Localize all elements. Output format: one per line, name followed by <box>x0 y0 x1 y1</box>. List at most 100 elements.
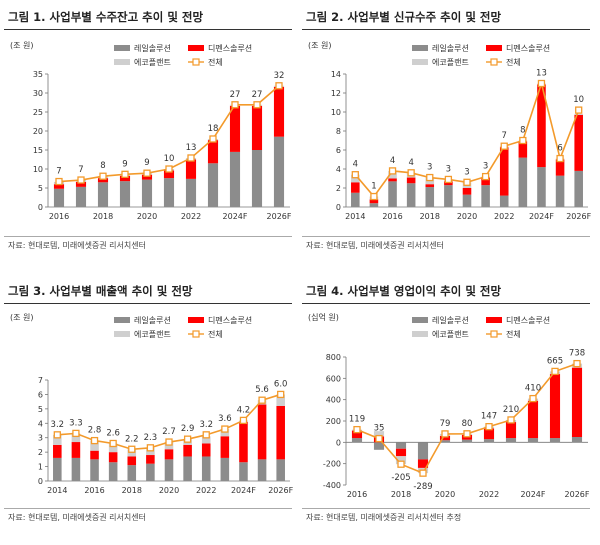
y-tick-label: 10 <box>331 108 341 117</box>
total-marker <box>165 165 173 173</box>
bar-segment <box>395 448 407 457</box>
data-label: 7 <box>56 167 61 177</box>
total-marker <box>370 192 378 201</box>
bar-segment <box>461 439 473 443</box>
x-tick-label: 2014 <box>345 212 365 221</box>
bar-segment <box>119 181 131 207</box>
total-marker <box>183 435 192 443</box>
x-tick-label: 2026F <box>267 212 292 221</box>
total-marker <box>72 429 80 438</box>
legend-label: 전체 <box>208 329 223 339</box>
data-label: 738 <box>569 349 585 359</box>
total-marker <box>221 425 229 433</box>
data-label: 7 <box>502 131 507 141</box>
data-label: 80 <box>462 419 473 429</box>
bar-segment <box>439 440 451 443</box>
x-tick-label: 2020 <box>457 212 477 221</box>
y-tick-label: 2 <box>336 184 341 193</box>
x-tick-label: 2026F <box>268 486 293 495</box>
chart-panel-revenue: 그림 3. 사업부별 매출액 추이 및 전망 (조 원) 레일솔루션 디펜스솔루션 에… <box>4 280 304 545</box>
bar-segment <box>369 199 379 204</box>
total-marker <box>239 416 248 425</box>
total-marker <box>258 396 266 404</box>
bar-segment <box>417 442 429 460</box>
bar-segment <box>220 436 230 458</box>
total-marker <box>407 169 415 177</box>
legend-label: 레일솔루션 <box>134 315 171 325</box>
y-tick-label: 4 <box>38 419 43 428</box>
bar-segment <box>108 462 118 481</box>
bar-segment <box>439 435 451 441</box>
data-label: 119 <box>349 415 365 425</box>
total-marker <box>109 439 117 448</box>
bar-segment <box>505 422 517 439</box>
data-label: 210 <box>503 405 519 415</box>
bar-segment <box>53 444 62 458</box>
chart-panel-operating-profit: 그림 4. 사업부별 영업이익 추이 및 전망 (십억 원) 레일솔루션 디펜스솔루… <box>302 280 600 545</box>
bar-segment <box>53 457 62 481</box>
bar-segment <box>97 182 109 207</box>
y-tick-label: 200 <box>326 417 341 426</box>
y-axis-unit: (십억 원) <box>308 312 339 322</box>
total-marker <box>419 469 427 477</box>
bar-segment <box>406 183 416 207</box>
bar-segment <box>395 456 407 465</box>
bar-segment <box>207 140 219 164</box>
chart-source: 자료: 현대로템, 미래에셋증권 리서치센터 <box>4 236 292 251</box>
data-label: 2.6 <box>106 428 120 438</box>
bar-segment <box>276 405 285 460</box>
bar-segment <box>444 181 453 186</box>
legend-label: 디펜스솔루션 <box>506 43 550 53</box>
x-tick-label: 2020 <box>159 486 179 495</box>
legend-swatch <box>412 45 428 51</box>
legend-label: 전체 <box>208 57 223 67</box>
data-label: 2.8 <box>88 426 102 436</box>
y-tick-label: 4 <box>336 165 341 174</box>
bar-segment <box>527 438 539 443</box>
data-label: 3 <box>464 167 469 177</box>
data-label: 3 <box>446 164 451 174</box>
data-label: 4 <box>390 156 395 166</box>
total-marker <box>277 390 285 399</box>
data-label: 3.2 <box>51 420 65 430</box>
bar-segment <box>388 181 397 207</box>
data-label: 18 <box>208 124 219 134</box>
y-tick-label: 0 <box>336 438 341 447</box>
legend-swatch <box>188 317 204 323</box>
bar-segment <box>555 159 565 176</box>
bar-segment <box>571 437 583 443</box>
data-label: 2.9 <box>181 424 195 434</box>
y-axis-unit: (조 원) <box>10 313 34 322</box>
bar-segment <box>127 465 137 481</box>
y-tick-label: 10 <box>33 165 43 174</box>
data-label: 2.3 <box>144 433 158 443</box>
total-marker <box>507 416 515 424</box>
x-tick-label: 2020 <box>137 212 157 221</box>
data-label: 4 <box>353 160 358 170</box>
y-tick-label: 30 <box>33 89 43 98</box>
total-marker <box>441 430 449 438</box>
bar-segment <box>53 434 62 445</box>
legend-label: 디펜스솔루션 <box>208 315 252 325</box>
bar-segment <box>351 174 360 183</box>
bar-segment <box>462 194 472 207</box>
y-tick-label: -400 <box>323 481 341 490</box>
x-tick-label: 2022 <box>494 212 514 221</box>
bar-segment <box>549 374 561 439</box>
data-label: 147 <box>481 412 497 422</box>
bar-segment <box>71 433 81 443</box>
total-marker <box>143 169 151 177</box>
legend-label: 레일솔루션 <box>134 43 171 53</box>
chart-title: 그림 2. 사업부별 신규수주 추이 및 전망 <box>302 6 590 30</box>
bar-segment <box>53 188 65 207</box>
chart-panel-new-orders: 그림 2. 사업부별 신규수주 추이 및 전망 (조 원) 레일솔루션 디펜스솔루션… <box>302 6 600 271</box>
legend-swatch <box>188 45 204 51</box>
bar-segment <box>351 192 360 207</box>
bar-segment <box>207 163 219 207</box>
data-label: 8 <box>100 161 105 171</box>
total-marker <box>537 79 546 88</box>
data-label: 4.2 <box>237 405 251 415</box>
bar-segment <box>53 184 65 189</box>
data-label: 1 <box>371 182 376 192</box>
